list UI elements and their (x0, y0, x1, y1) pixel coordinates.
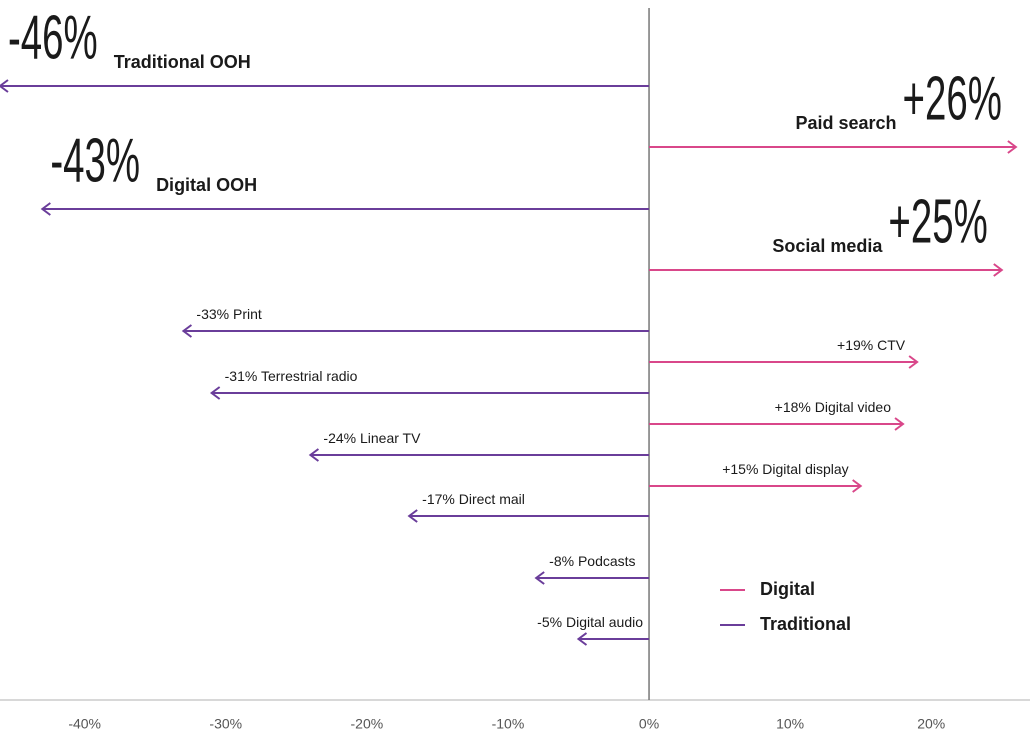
arrow (40, 202, 650, 216)
bar-label: -17% Direct mail (422, 491, 525, 507)
arrow (407, 509, 650, 523)
category-label: Digital display (762, 461, 848, 477)
category-label: Podcasts (578, 553, 636, 569)
arrow (181, 324, 650, 338)
arrow (534, 571, 650, 585)
value-label: -43% (50, 125, 140, 195)
bar-label: -33% Print (196, 306, 261, 322)
value-label: +19% (837, 337, 873, 353)
value-label: +25% (888, 186, 987, 256)
value-label: -8% (549, 553, 574, 569)
x-tick-label: -10% (492, 716, 525, 732)
value-label: -17% (422, 491, 455, 507)
x-tick-label: -30% (209, 716, 242, 732)
x-tick-label: 0% (639, 716, 659, 732)
category-label: Social media (772, 236, 883, 256)
value-label: +15% (722, 461, 758, 477)
arrow (576, 632, 650, 646)
category-label: Terrestrial radio (261, 368, 358, 384)
category-label: Linear TV (360, 430, 421, 446)
arrow (649, 263, 1004, 277)
value-label: +26% (903, 63, 1002, 133)
value-label: -33% (196, 306, 229, 322)
category-label: Print (233, 306, 262, 322)
value-label-group: +25% (888, 186, 987, 256)
category-label: Digital video (815, 399, 891, 415)
arrow (0, 79, 650, 93)
bar-label: +15% Digital display (722, 461, 848, 477)
legend-label: Digital (760, 579, 815, 599)
arrow (209, 386, 650, 400)
x-tick-label: -40% (68, 716, 101, 732)
value-label-group: -43% (50, 125, 140, 195)
bar-label: -24% Linear TV (323, 430, 421, 446)
arrow (649, 417, 905, 431)
category-label: Digital audio (566, 614, 643, 630)
category-label: Digital OOH (156, 175, 257, 195)
x-tick-label: 20% (917, 716, 945, 732)
category-label: CTV (877, 337, 906, 353)
value-label: -46% (8, 2, 98, 72)
value-label: -31% (225, 368, 258, 384)
value-label: -24% (323, 430, 356, 446)
bar-label: +18% Digital video (775, 399, 892, 415)
bar-label: -31% Terrestrial radio (225, 368, 358, 384)
arrow (649, 479, 863, 493)
value-label-group: -46% (8, 2, 98, 72)
value-label-group: +26% (903, 63, 1002, 133)
bar-label: -8% Podcasts (549, 553, 635, 569)
category-label: Paid search (795, 113, 896, 133)
legend-label: Traditional (760, 614, 851, 634)
category-label: Direct mail (459, 491, 525, 507)
value-label: +18% (775, 399, 811, 415)
arrow (649, 140, 1018, 154)
arrow (308, 448, 650, 462)
category-label: Traditional OOH (114, 52, 251, 72)
value-label: -5% (537, 614, 562, 630)
x-tick-label: 10% (776, 716, 804, 732)
bar-label: +19% CTV (837, 337, 906, 353)
x-tick-label: -20% (351, 716, 384, 732)
bar-label: -5% Digital audio (537, 614, 643, 630)
arrow (649, 355, 919, 369)
